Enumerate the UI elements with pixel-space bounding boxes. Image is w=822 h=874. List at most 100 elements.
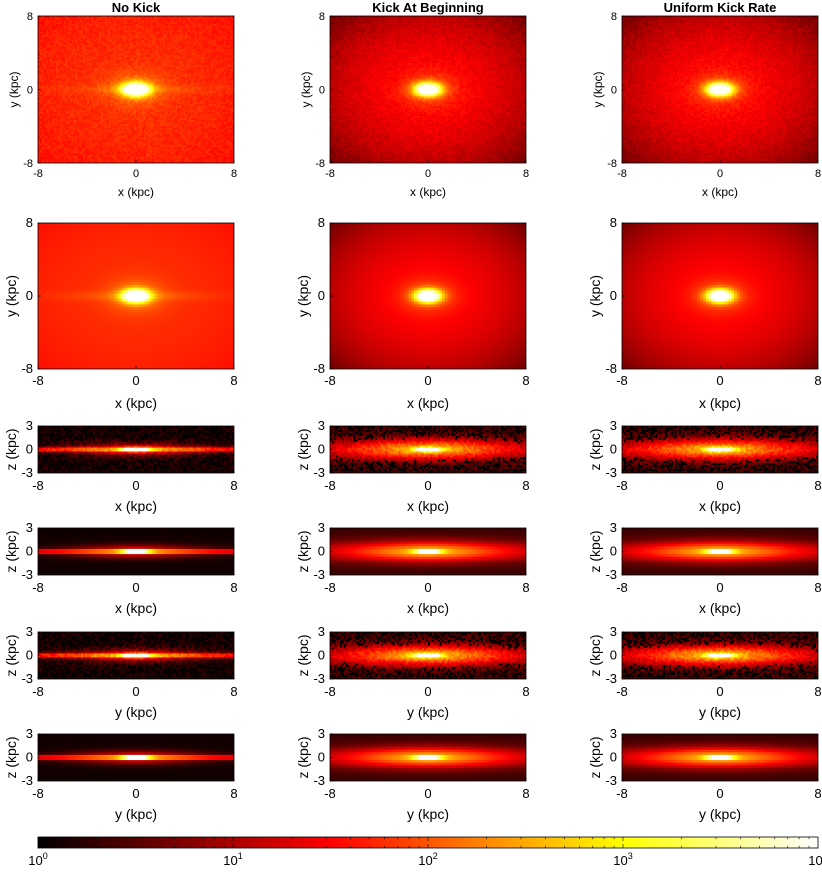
- y-tick-label: 8: [611, 11, 617, 23]
- heatmap-image: [622, 528, 818, 575]
- y-axis-label: z (kpc): [295, 531, 311, 573]
- y-axis-label: z (kpc): [587, 737, 603, 779]
- y-tick-label: 0: [26, 648, 33, 663]
- y-tick-label: -3: [21, 671, 33, 686]
- x-tick-label: -8: [324, 786, 336, 801]
- y-tick-label: 0: [610, 750, 617, 765]
- x-tick-label: -8: [324, 580, 336, 595]
- y-tick-label: 0: [26, 544, 33, 559]
- y-axis-label: y (kpc): [299, 71, 313, 107]
- x-axis-label: x (kpc): [115, 498, 157, 514]
- x-tick-label: -8: [32, 786, 44, 801]
- x-tick-label: 0: [424, 373, 431, 388]
- x-axis-label: y (kpc): [699, 704, 741, 720]
- x-tick-label: 0: [424, 684, 431, 699]
- heatmap-image: [622, 426, 818, 473]
- panel-xz-sample-uniform-kick-rate: -8 0 8 3 0 -3 x (kpc) z (kpc): [587, 418, 822, 514]
- heatmap-image: [38, 632, 234, 679]
- y-tick-label: 8: [610, 215, 617, 230]
- y-tick-label: -8: [313, 361, 325, 376]
- y-tick-label: -3: [313, 567, 325, 582]
- panel-xy-sample-kick-at-beginning: -8 0 8 8 0 -8 x (kpc) y (kpc) Kick At Beginning: [299, 0, 529, 199]
- column-title: Uniform Kick Rate: [664, 0, 777, 15]
- y-tick-label: 0: [27, 85, 33, 97]
- heatmap-image: [38, 223, 234, 369]
- panel-yz-sample-kick-at-beginning: -8 0 8 3 0 -3 y (kpc) z (kpc): [295, 624, 530, 720]
- heatmap-image: [38, 734, 234, 781]
- x-tick-label: 0: [132, 786, 139, 801]
- y-axis-label: y (kpc): [7, 71, 21, 107]
- x-axis-label: x (kpc): [115, 600, 157, 616]
- x-tick-label: 8: [814, 580, 821, 595]
- x-tick-label: 8: [814, 478, 821, 493]
- y-tick-label: 0: [319, 85, 325, 97]
- y-axis-label: z (kpc): [587, 635, 603, 677]
- y-tick-label: -3: [21, 773, 33, 788]
- y-tick-label: 0: [318, 648, 325, 663]
- heatmap-image: [38, 528, 234, 575]
- x-axis-label: y (kpc): [407, 806, 449, 822]
- x-tick-label: 0: [716, 373, 723, 388]
- x-tick-label: -8: [616, 373, 628, 388]
- y-tick-label: 3: [26, 726, 33, 741]
- panel-xz-sample-kick-at-beginning: -8 0 8 3 0 -3 x (kpc) z (kpc): [295, 418, 530, 514]
- y-tick-label: 8: [319, 11, 325, 23]
- x-axis-label: y (kpc): [115, 704, 157, 720]
- heatmap-image: [622, 734, 818, 781]
- x-axis-label: x (kpc): [410, 185, 446, 199]
- x-axis-label: x (kpc): [699, 498, 741, 514]
- x-axis-label: x (kpc): [407, 498, 449, 514]
- x-tick-label: 8: [522, 786, 529, 801]
- panel-yz-smooth-kick-at-beginning: -8 0 8 3 0 -3 y (kpc) z (kpc): [295, 726, 530, 822]
- heatmap-image: [330, 632, 526, 679]
- x-tick-label: 8: [522, 373, 529, 388]
- y-tick-label: 0: [610, 648, 617, 663]
- x-tick-label: -8: [616, 684, 628, 699]
- panel-xy-sample-no-kick: -8 0 8 8 0 -8 x (kpc) y (kpc) No Kick: [7, 0, 237, 199]
- x-tick-label: 0: [132, 373, 139, 388]
- colorbar-tick-label: 104: [808, 851, 822, 868]
- x-tick-label: 0: [132, 580, 139, 595]
- colorbar-tick-label: 100: [28, 851, 47, 868]
- x-tick-label: 0: [424, 786, 431, 801]
- y-axis-label: z (kpc): [3, 429, 19, 471]
- heatmap-image: [330, 528, 526, 575]
- y-tick-label: 8: [26, 215, 33, 230]
- y-tick-label: -8: [21, 361, 33, 376]
- heatmap-image: [330, 16, 526, 163]
- x-tick-label: 8: [230, 684, 237, 699]
- panel-xz-smooth-no-kick: -8 0 8 3 0 -3 x (kpc) z (kpc): [3, 520, 238, 616]
- y-tick-label: -3: [605, 465, 617, 480]
- panel-yz-smooth-no-kick: -8 0 8 3 0 -3 y (kpc) z (kpc): [3, 726, 238, 822]
- x-tick-label: -8: [32, 580, 44, 595]
- x-axis-label: y (kpc): [699, 806, 741, 822]
- y-tick-label: 0: [610, 442, 617, 457]
- x-tick-label: -8: [33, 168, 43, 180]
- x-axis-label: y (kpc): [115, 806, 157, 822]
- y-tick-label: 0: [610, 288, 617, 303]
- y-tick-label: 0: [26, 442, 33, 457]
- y-tick-label: 0: [318, 750, 325, 765]
- x-tick-label: 0: [425, 168, 431, 180]
- x-axis-label: x (kpc): [115, 395, 157, 411]
- heatmap-image: [38, 426, 234, 473]
- panel-xy-smooth-no-kick: -8 0 8 8 0 -8 x (kpc) y (kpc): [3, 215, 238, 411]
- x-tick-label: 0: [716, 786, 723, 801]
- x-axis-label: y (kpc): [407, 704, 449, 720]
- y-tick-label: 3: [318, 520, 325, 535]
- x-tick-label: 8: [522, 478, 529, 493]
- x-tick-label: -8: [617, 168, 627, 180]
- y-axis-label: z (kpc): [3, 737, 19, 779]
- x-tick-label: 0: [132, 684, 139, 699]
- y-axis-label: z (kpc): [587, 429, 603, 471]
- x-tick-label: -8: [32, 684, 44, 699]
- y-tick-label: 0: [610, 544, 617, 559]
- x-tick-label: -8: [616, 580, 628, 595]
- y-axis-label: z (kpc): [295, 737, 311, 779]
- y-tick-label: 3: [318, 624, 325, 639]
- y-tick-label: -3: [313, 773, 325, 788]
- heatmap-image: [330, 223, 526, 369]
- y-axis-label: y (kpc): [295, 275, 311, 317]
- y-axis-label: z (kpc): [295, 429, 311, 471]
